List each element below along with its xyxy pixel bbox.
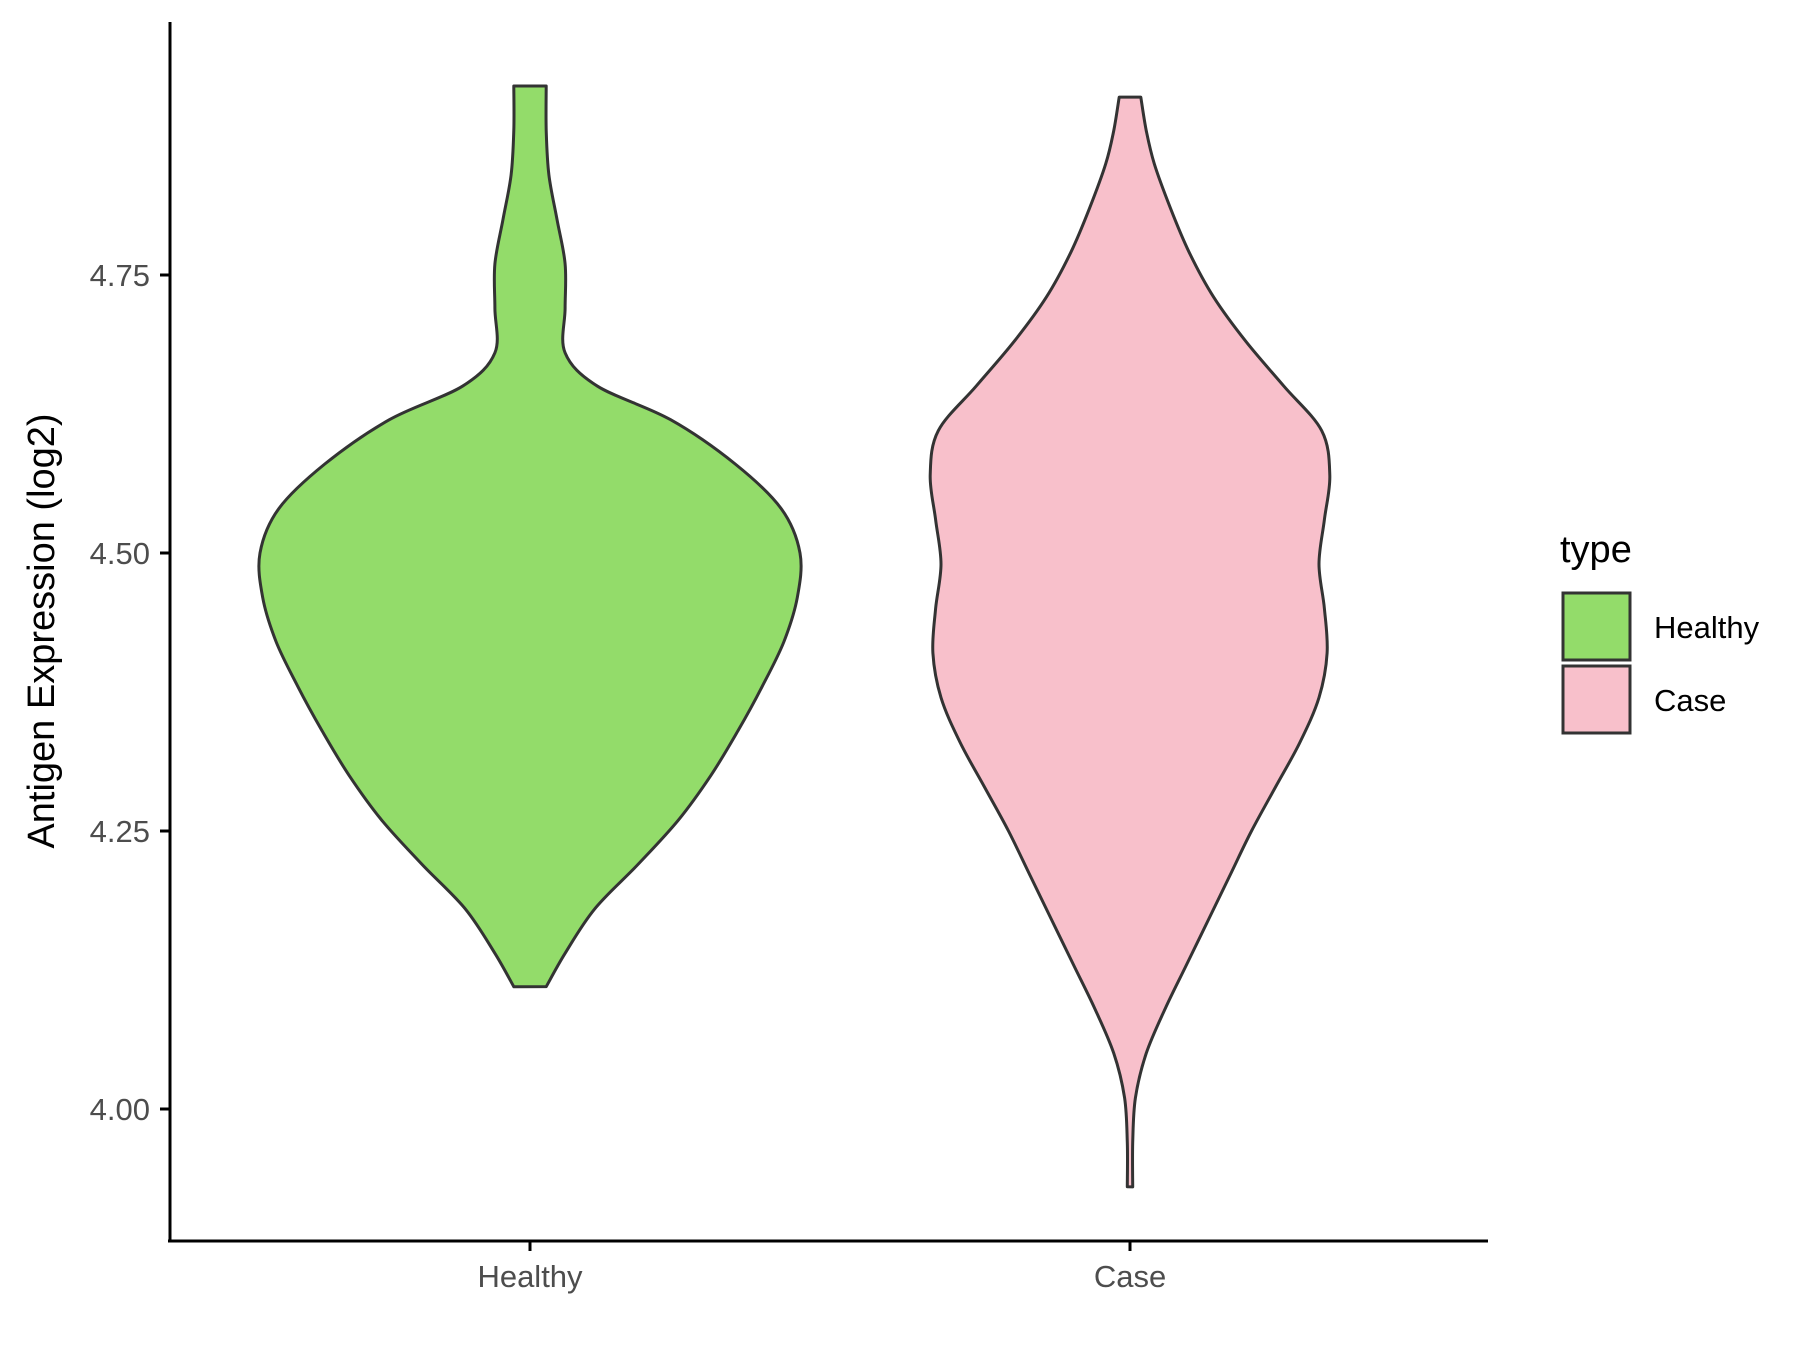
y-tick-label: 4.50 <box>90 536 150 571</box>
x-tick-label: Healthy <box>477 1259 583 1294</box>
legend-title: type <box>1560 529 1632 571</box>
y-axis-title: Antigen Expression (log2) <box>21 413 63 848</box>
y-tick-label: 4.25 <box>90 814 150 849</box>
y-tick-label: 4.00 <box>90 1092 150 1127</box>
legend-swatch-healthy <box>1561 591 1632 662</box>
legend-label-case: Case <box>1654 683 1726 718</box>
x-tick-label: Case <box>1094 1259 1166 1294</box>
x-axis-ticks: Healthy Case <box>477 1241 1166 1294</box>
violins-group <box>257 84 1332 1189</box>
violin-healthy <box>257 84 803 989</box>
y-tick-label: 4.75 <box>90 258 150 293</box>
y-axis-ticks: 4.00 4.25 4.50 4.75 <box>90 258 170 1127</box>
violin-case <box>928 95 1332 1189</box>
legend-label-healthy: Healthy <box>1654 610 1760 645</box>
legend-swatch-case <box>1561 664 1632 735</box>
legend: type Healthy Case <box>1560 529 1760 735</box>
